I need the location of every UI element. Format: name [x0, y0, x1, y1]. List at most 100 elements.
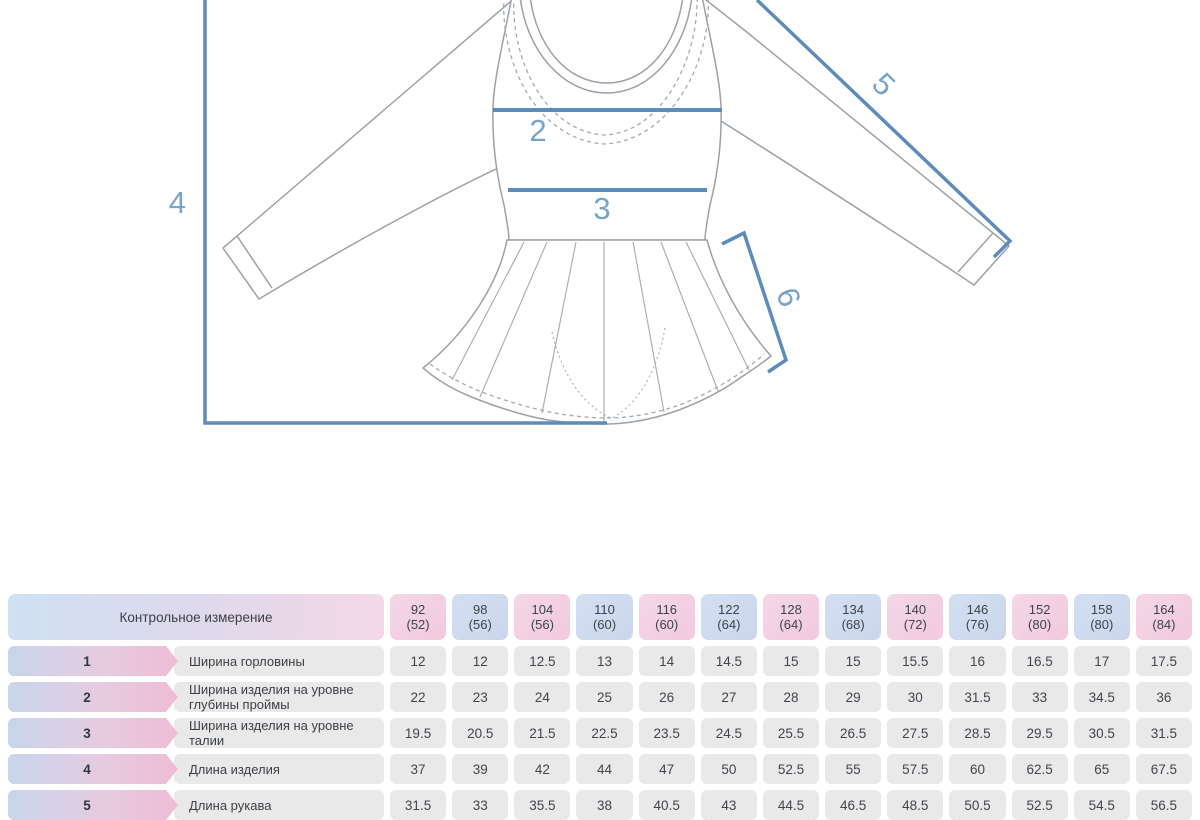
measurement-value: 44: [576, 754, 633, 784]
measurement-value: 39: [452, 754, 509, 784]
measurement-value: 55: [825, 754, 882, 784]
measurement-value: 50.5: [949, 790, 1006, 820]
size-ru: (60): [655, 617, 679, 632]
measurement-value: 43: [700, 790, 757, 820]
row-label: Ширина горловины: [174, 646, 384, 676]
measurement-value: 33: [452, 790, 509, 820]
measurement-value: 25: [576, 682, 633, 712]
size-col-104: 104 (56): [514, 594, 571, 640]
measure-line-6: [721, 230, 789, 374]
size-ru: (80): [1090, 617, 1114, 632]
size-height: 104: [531, 602, 554, 617]
size-height: 116: [656, 602, 678, 617]
measurement-value: 33: [1011, 682, 1068, 712]
measurement-value: 22.5: [576, 718, 633, 748]
measure-label-5: 5: [865, 66, 902, 103]
measurement-value: 14.5: [700, 646, 757, 676]
row-label: Ширина изделия на уровне глубины проймы: [174, 682, 384, 712]
measurement-value: 24.5: [700, 718, 757, 748]
measurement-value: 35.5: [514, 790, 571, 820]
measurement-value: 31.5: [390, 790, 447, 820]
right-cuff-line: [957, 232, 994, 273]
measurement-value: 23: [452, 682, 509, 712]
neckline-inner: [529, 0, 684, 84]
measurement-value: 52.5: [1011, 790, 1068, 820]
size-col-164: 164 (84): [1135, 594, 1192, 640]
size-ru: (84): [1152, 617, 1176, 632]
measurement-value: 42: [514, 754, 571, 784]
measurement-value: 16.5: [1011, 646, 1068, 676]
size-col-116: 116 (60): [638, 594, 695, 640]
measurement-value: 19.5: [390, 718, 447, 748]
size-height: 98: [472, 602, 488, 617]
measurement-value: 16: [949, 646, 1006, 676]
row-number-badge: 4: [8, 754, 178, 784]
measurement-value: 29.5: [1011, 718, 1068, 748]
size-height: 128: [780, 602, 802, 617]
size-height: 158: [1090, 602, 1113, 617]
measurement-value: 25.5: [762, 718, 820, 748]
neckline-outer: [519, 0, 693, 94]
measurement-value: 37: [390, 754, 447, 784]
size-col-92: 92 (52): [390, 594, 447, 640]
size-ru: (76): [965, 617, 990, 632]
size-col-122: 122 (64): [700, 594, 757, 640]
measurement-value: 48.5: [887, 790, 944, 820]
row-number-badge: 3: [8, 718, 178, 748]
right-sleeve: [700, 0, 1011, 286]
measure-label-2: 2: [529, 113, 546, 148]
measurement-value: 15.5: [887, 646, 944, 676]
measurement-value: 15: [825, 646, 882, 676]
size-height: 140: [904, 602, 927, 617]
briefs-stitch-lines: [551, 327, 666, 419]
skirt: [421, 239, 773, 425]
size-ru: (68): [841, 617, 865, 632]
size-height: 110: [594, 602, 615, 617]
row-number: 2: [83, 689, 91, 705]
measurement-value: 26: [638, 682, 695, 712]
lining-seam-outer: [503, 0, 709, 145]
measurement-value: 36: [1135, 682, 1192, 712]
measurement-value: 26.5: [825, 718, 882, 748]
size-ru: (60): [592, 617, 617, 632]
measurement-value: 28.5: [949, 718, 1006, 748]
measure-label-4: 4: [169, 185, 186, 220]
size-height: 92: [410, 602, 426, 617]
row-number: 4: [83, 761, 91, 777]
measurement-value: 60: [949, 754, 1006, 784]
size-col-110: 110 (60): [576, 594, 633, 640]
size-ru: (52): [406, 617, 430, 632]
measurement-value: 56.5: [1135, 790, 1192, 820]
measurement-value: 30: [887, 682, 944, 712]
measurement-value: 67.5: [1135, 754, 1192, 784]
measurement-value: 46.5: [825, 790, 882, 820]
size-height: 146: [966, 602, 989, 617]
measurement-value: 34.5: [1073, 682, 1130, 712]
row-number: 3: [83, 725, 91, 741]
row-label: Ширина изделия на уровне талии: [174, 718, 384, 748]
size-col-134: 134 (68): [825, 594, 882, 640]
measurement-value: 21.5: [514, 718, 571, 748]
row-label: Длина рукава: [174, 790, 384, 820]
skirt-pleats: [451, 241, 750, 424]
garment-diagram: 4 2 3 5 6: [169, 0, 1013, 425]
size-height: 134: [842, 602, 864, 617]
size-ru: (64): [717, 617, 741, 632]
measurement-value: 13: [576, 646, 633, 676]
measurement-value: 50: [700, 754, 757, 784]
row-number-badge: 5: [8, 790, 178, 820]
size-ru: (56): [468, 617, 492, 632]
measurement-value: 24: [514, 682, 571, 712]
measurement-value: 40.5: [638, 790, 695, 820]
measurement-value: 17.5: [1135, 646, 1192, 676]
row-label: Длина изделия: [174, 754, 384, 784]
size-height: 152: [1028, 602, 1051, 617]
size-ru: (80): [1028, 617, 1052, 632]
measurement-value: 65: [1073, 754, 1130, 784]
bodice: [492, 0, 722, 241]
page: 4 2 3 5 6 Контрольное измерение 92 (52) 9…: [8, 0, 1192, 820]
measure-label-6: 6: [769, 283, 808, 312]
measurement-value: 27.5: [887, 718, 944, 748]
size-col-140: 140 (72): [887, 594, 944, 640]
measurement-value: 20.5: [452, 718, 509, 748]
